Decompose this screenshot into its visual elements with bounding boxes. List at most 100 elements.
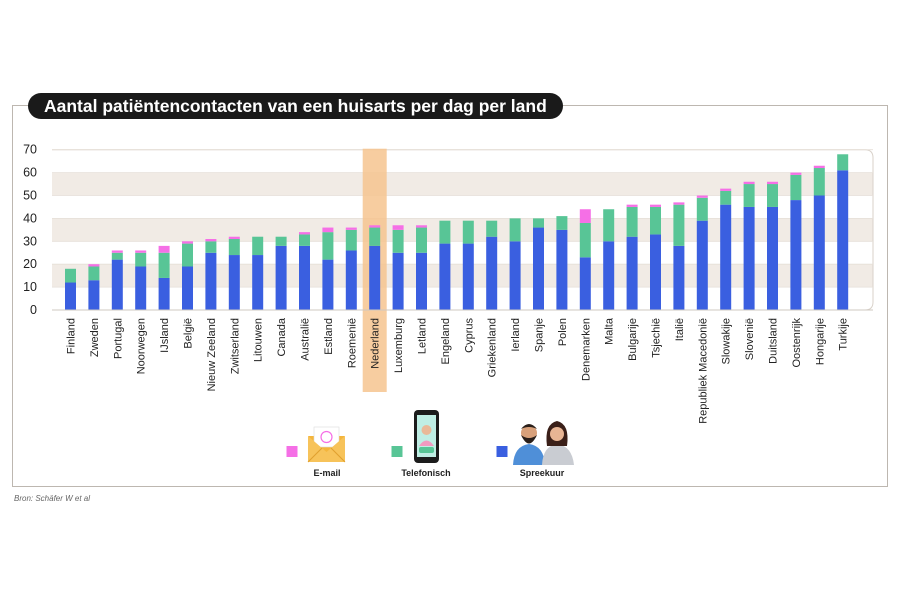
x-tick-label: Polen [557,318,569,346]
bar-telefonisch [416,227,427,253]
bar-telefonisch [135,252,147,267]
source-note: Bron: Schäfer W et al [14,494,91,503]
phone-caller-head [421,425,432,435]
bar-email [205,239,217,242]
bar-telefonisch [720,190,732,205]
bar-telefonisch [299,234,310,246]
bar-telefonisch [275,236,287,246]
bar-telefonisch [533,218,544,228]
envelope-icon [307,426,346,463]
bar-spreekuur [252,255,264,310]
bar-spreekuur [603,241,615,310]
bar-telefonisch [111,252,123,260]
envelope-fold [307,447,346,463]
x-tick-label: Turkije [838,318,850,351]
bar-spreekuur [205,252,217,310]
legend-swatch-telefonisch [391,446,403,457]
bar-email [369,225,381,228]
bar-email [720,188,732,191]
bar-spreekuur [626,236,638,310]
x-tick-label: Duitsland [768,318,780,364]
doctor-man-coat [513,444,545,465]
x-tick-label: Zwitserland [229,318,241,374]
bar-telefonisch [650,206,661,235]
x-tick-label: Portugal [112,318,124,359]
bar-telefonisch [556,216,568,230]
bar-spreekuur [275,245,287,310]
bar-telefonisch [228,239,240,256]
legend-label-spreekuur: Spreekuur [520,468,565,478]
bar-telefonisch [322,232,334,260]
bar-spreekuur [813,195,825,310]
doctor-woman-head [550,427,564,441]
bar-telefonisch [392,229,404,253]
bar-email [416,225,427,228]
envelope-at [320,430,333,444]
x-tick-label: Australië [300,318,312,361]
doctors-icon [513,421,574,465]
bar-email [813,165,825,169]
x-tick-label: Estland [323,318,335,355]
doctor-man-beard [521,435,537,444]
bar-email [696,195,708,198]
bar-email [790,172,802,175]
x-tick-label: Hongarije [814,318,826,365]
x-tick-label: Nieuw Zeeland [206,318,218,391]
x-tick-label: Ierland [510,318,522,352]
bar-spreekuur [720,204,732,310]
x-tick-label: IJsland [159,318,171,353]
bar-telefonisch [626,206,638,237]
x-tick-label: Cyprus [463,318,475,353]
bar-telefonisch [767,184,778,207]
bar-email [111,250,123,253]
bar-telefonisch [813,168,825,196]
y-tick-label: 40 [23,211,37,225]
x-tick-label: Tsjechië [651,318,663,358]
bar-spreekuur [416,252,427,310]
bar-telefonisch [673,204,685,246]
bar-spreekuur [767,206,778,310]
smartphone-icon [414,410,439,463]
legend-swatch-email [286,446,298,457]
y-tick-label: 20 [23,257,37,271]
x-tick-label: Slovenië [744,318,756,360]
bar-spreekuur [345,250,357,310]
x-tick-label: Oostenrijk [791,318,803,368]
x-tick-label: Luxemburg [393,318,405,373]
bar-spreekuur [486,236,498,310]
bar-telefonisch [158,252,170,278]
doctor-man-head [521,425,537,441]
x-tick-label: Malta [604,317,616,345]
bar-telefonisch [486,220,498,237]
legend-label-email: E-mail [313,468,340,478]
bar-spreekuur [790,200,802,310]
bar-spreekuur [135,266,147,310]
bar-spreekuur [88,280,100,310]
bar-email [673,202,685,205]
bar-email [579,209,591,223]
bar-email [650,204,661,207]
bar-email [322,227,334,233]
bar-spreekuur [837,170,849,310]
bar-spreekuur [533,227,544,310]
bar-spreekuur [673,245,685,310]
bar-telefonisch [88,266,100,281]
bar-email [626,204,638,207]
bar-email [158,245,170,253]
bar-spreekuur [369,245,381,310]
y-tick-label: 50 [23,189,37,203]
bar-spreekuur [743,206,755,310]
bar-telefonisch [743,184,755,207]
x-tick-label: Letland [417,318,429,354]
bar-email [88,264,100,267]
legend-label-telefonisch: Telefonisch [401,468,450,478]
bar-telefonisch [837,154,849,171]
envelope-front [308,436,345,462]
x-tick-label: Engeland [440,318,452,365]
grid-band [52,172,873,196]
bar-email [299,232,310,235]
x-tick-label: Bulgarije [627,318,639,361]
bar-telefonisch [603,209,615,242]
bar-spreekuur [556,229,568,310]
